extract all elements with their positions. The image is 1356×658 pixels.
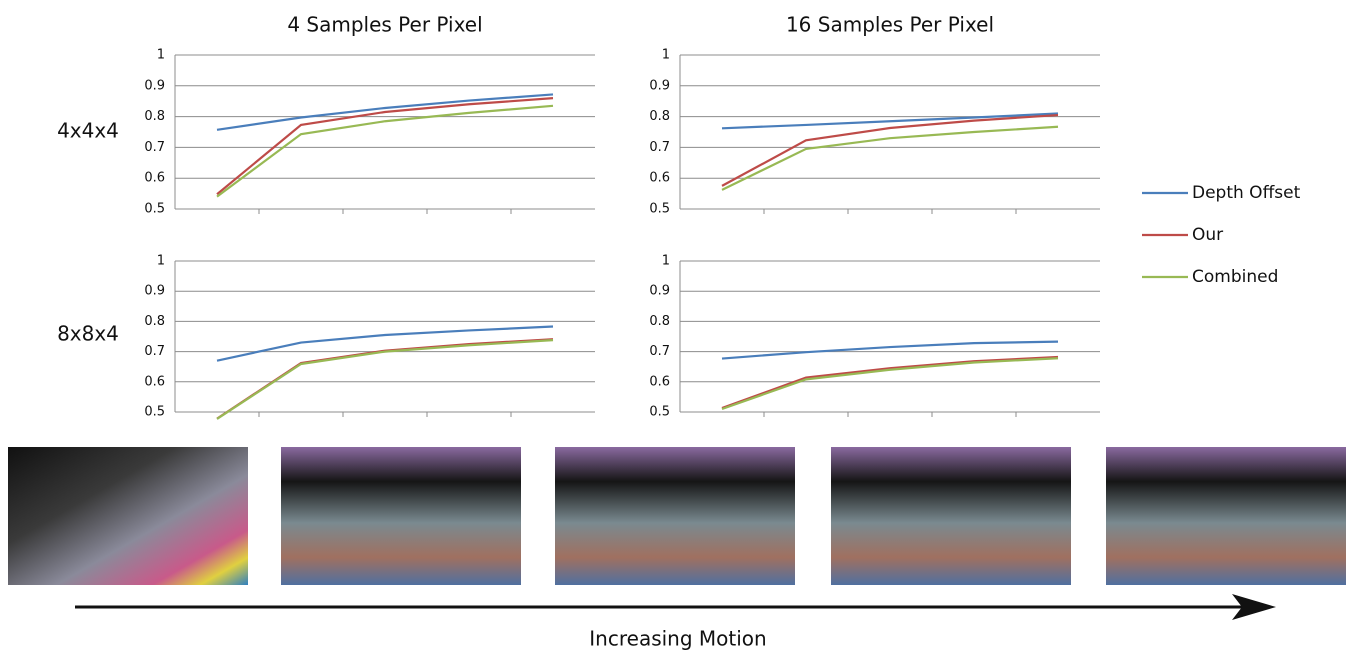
y-tick-label: 0.9 xyxy=(144,78,165,93)
render-image xyxy=(831,447,1071,585)
y-tick-label: 0.5 xyxy=(649,405,670,420)
y-tick-label: 0.6 xyxy=(649,374,670,389)
y-tick-label: 1 xyxy=(157,254,165,269)
series-line xyxy=(216,93,554,131)
chart-title: 4 Samples Per Pixel xyxy=(287,13,482,37)
series-line xyxy=(216,325,554,362)
series-line xyxy=(721,357,1059,411)
y-tick-label: 0.7 xyxy=(144,140,165,155)
row-label: 8x8x4 xyxy=(57,322,119,346)
y-tick-label: 0.6 xyxy=(144,374,165,389)
y-tick-label: 0.6 xyxy=(649,171,670,186)
legend-label: Our xyxy=(1192,225,1223,245)
y-tick-label: 1 xyxy=(662,254,670,269)
legend-label: Depth Offset xyxy=(1192,183,1301,203)
y-tick-label: 1 xyxy=(662,48,670,63)
y-tick-label: 0.5 xyxy=(649,202,670,217)
series-line xyxy=(721,355,1059,410)
y-tick-label: 1 xyxy=(157,48,165,63)
y-tick-label: 0.5 xyxy=(144,202,165,217)
y-tick-label: 0.7 xyxy=(144,344,165,359)
row-label: 4x4x4 xyxy=(57,119,119,143)
y-tick-label: 0.8 xyxy=(144,314,165,329)
series-line xyxy=(721,113,1059,187)
y-tick-label: 0.5 xyxy=(144,405,165,420)
render-image xyxy=(1106,447,1346,585)
series-line xyxy=(216,339,554,420)
y-tick-label: 0.9 xyxy=(649,284,670,299)
y-tick-label: 0.9 xyxy=(649,78,670,93)
y-tick-label: 0.7 xyxy=(649,140,670,155)
series-line xyxy=(216,104,554,198)
y-tick-label: 0.9 xyxy=(144,284,165,299)
render-image xyxy=(555,447,795,585)
y-tick-label: 0.8 xyxy=(144,109,165,124)
y-tick-label: 0.6 xyxy=(144,171,165,186)
caption: Increasing Motion xyxy=(589,627,766,651)
legend-label: Combined xyxy=(1192,267,1278,287)
render-image xyxy=(8,447,248,585)
chart-title: 16 Samples Per Pixel xyxy=(786,13,994,37)
series-line xyxy=(216,97,554,196)
series-line xyxy=(721,112,1059,130)
motion-images xyxy=(8,447,1346,585)
render-image xyxy=(281,447,521,585)
y-tick-label: 0.7 xyxy=(649,344,670,359)
y-tick-label: 0.8 xyxy=(649,109,670,124)
arrow-head xyxy=(1232,594,1276,620)
series-line xyxy=(721,340,1059,360)
y-tick-label: 0.8 xyxy=(649,314,670,329)
series-line xyxy=(721,125,1059,191)
